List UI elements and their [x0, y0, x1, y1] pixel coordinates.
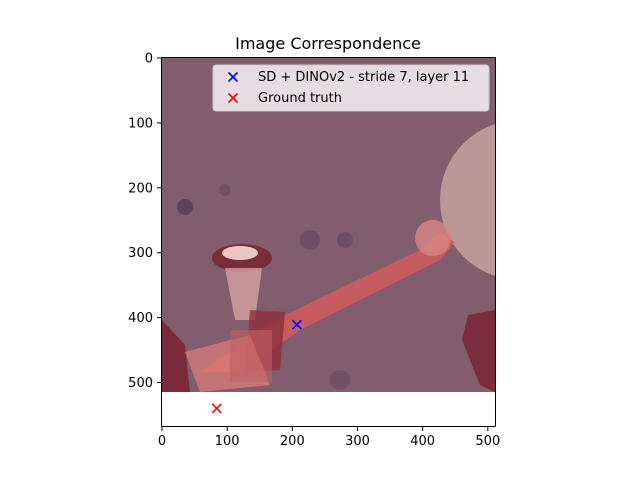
y-tick-label: 500 — [128, 376, 153, 391]
y-tick-label: 0 — [145, 52, 153, 67]
legend-marker-prediction — [227, 71, 239, 83]
y-tick-label: 200 — [128, 181, 153, 196]
x-tick-label: 200 — [280, 434, 305, 449]
legend-label-prediction: SD + DINOv2 - stride 7, layer 11 — [258, 70, 469, 85]
x-axis-ticks: 0 100 200 300 400 500 — [158, 426, 500, 449]
x-tick-label: 300 — [345, 434, 370, 449]
y-tick-label: 400 — [128, 311, 153, 326]
x-tick-label: 100 — [215, 434, 240, 449]
x-tick-label: 0 — [158, 434, 166, 449]
scatter-points — [211, 319, 302, 414]
legend: SD + DINOv2 - stride 7, layer 11 Ground … — [212, 64, 490, 112]
legend-markers — [227, 71, 239, 104]
x-tick-label: 500 — [475, 434, 500, 449]
axes-frame — [161, 57, 496, 427]
legend-label-ground-truth: Ground truth — [258, 91, 342, 106]
chart-title: Image Correspondence — [235, 34, 421, 53]
legend-box — [212, 64, 490, 112]
background-image — [162, 58, 495, 392]
prediction-point — [291, 319, 302, 330]
y-axis-ticks: 0 100 200 300 400 500 — [128, 52, 162, 391]
ground-truth-point — [211, 403, 222, 414]
legend-marker-ground-truth — [227, 92, 239, 104]
y-tick-label: 300 — [128, 246, 153, 261]
y-tick-label: 100 — [128, 116, 153, 131]
x-tick-label: 400 — [410, 434, 435, 449]
